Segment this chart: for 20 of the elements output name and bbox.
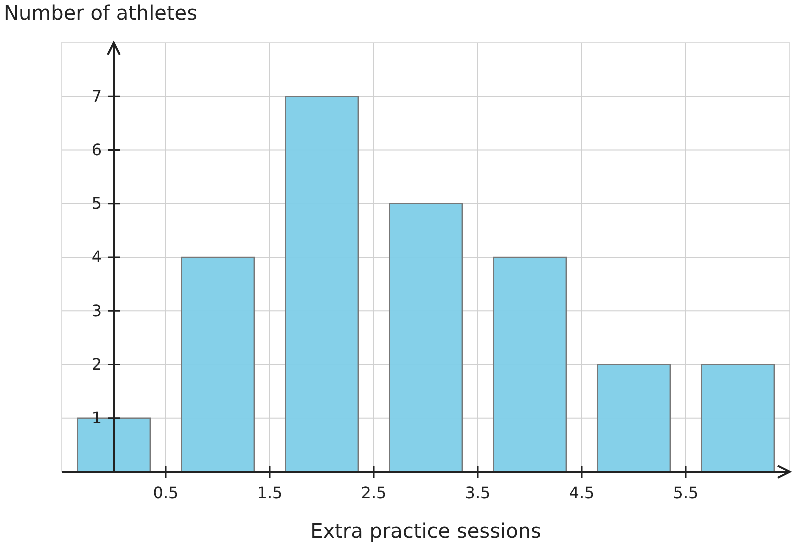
bar: [285, 96, 359, 473]
y-tick-label: 5: [92, 194, 102, 213]
bar: [597, 364, 671, 473]
x-tick-label: 5.5: [673, 484, 699, 503]
y-tick-label: 2: [92, 354, 102, 374]
bar: [181, 256, 255, 473]
x-tick-label: 1.5: [257, 484, 283, 503]
bar: [389, 203, 463, 473]
x-tick-label: 2.5: [361, 484, 387, 503]
x-tick-label: 4.5: [569, 484, 595, 503]
bar: [701, 364, 775, 473]
x-tick-label: 0.5: [153, 484, 179, 503]
x-tick-label: 3.5: [465, 484, 491, 503]
x-axis-title: Extra practice sessions: [310, 519, 542, 543]
bar: [493, 256, 567, 473]
y-tick-label: 7: [92, 86, 102, 106]
y-axis-title: Number of athletes: [4, 1, 198, 25]
y-tick-label: 3: [92, 301, 102, 320]
y-tick-label: 4: [92, 248, 102, 267]
y-tick-label: 6: [92, 140, 102, 160]
